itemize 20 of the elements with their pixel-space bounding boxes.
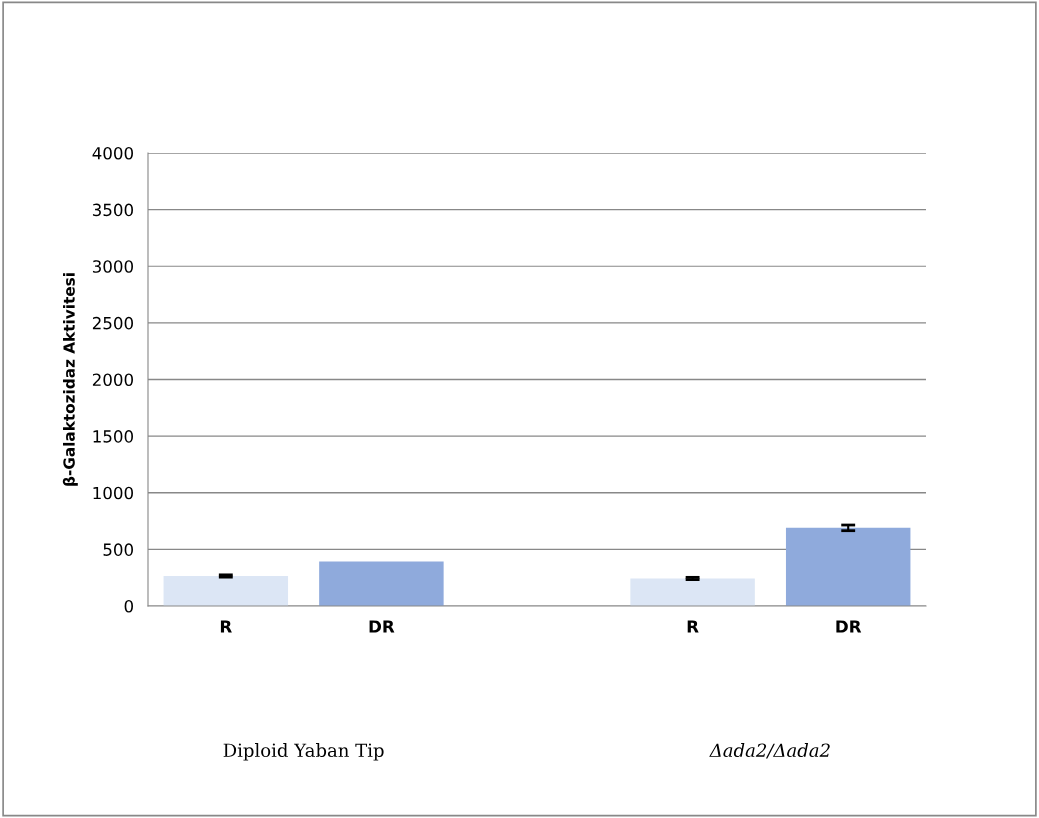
y-axis-title: β-Galaktozidaz Aktivitesi bbox=[62, 273, 78, 486]
x-tick-label: R bbox=[687, 620, 699, 633]
x-tick-label: DR bbox=[369, 620, 395, 633]
text: Δada2/Δada2 bbox=[709, 743, 830, 759]
x-tick-label: R bbox=[220, 620, 232, 633]
bar bbox=[319, 561, 444, 606]
y-tick-label: 1500 bbox=[93, 430, 133, 443]
y-tick-label: 3000 bbox=[92, 260, 133, 273]
y-tick-label: 4000 bbox=[92, 146, 133, 160]
y-tick-label: 500 bbox=[103, 543, 133, 556]
text: Diploid Yaban Tip bbox=[223, 743, 384, 761]
y-tick-label: 1000 bbox=[93, 486, 133, 500]
bar bbox=[785, 527, 911, 606]
y-tick-label: 0 bbox=[124, 599, 133, 613]
x-tick-label: DR bbox=[836, 620, 862, 633]
bar bbox=[163, 575, 289, 606]
y-tick-label: 3500 bbox=[92, 203, 133, 217]
y-tick-label: 2500 bbox=[92, 316, 133, 330]
bar bbox=[630, 578, 755, 606]
y-tick-label: 2000 bbox=[92, 373, 133, 387]
